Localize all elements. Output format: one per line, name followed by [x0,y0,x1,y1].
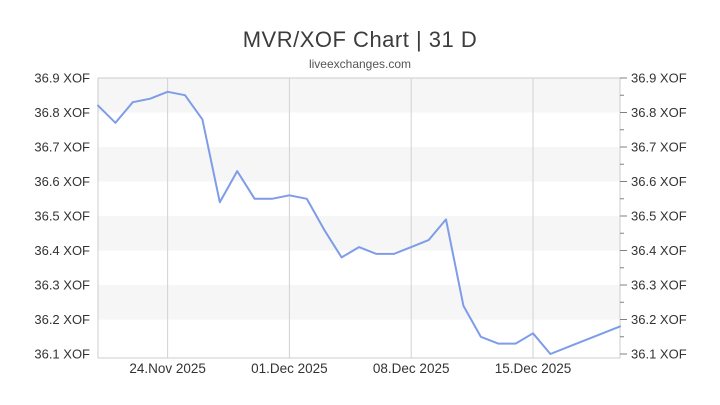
y-axis-label-left: 36.2 XOF [34,312,90,327]
y-axis-label-right: 36.8 XOF [631,105,687,120]
y-axis-label-left: 36.4 XOF [34,243,90,258]
plot-band [98,78,620,113]
y-axis-label-right: 36.2 XOF [631,312,687,327]
plot-band [98,319,620,354]
y-axis-label-left: 36.1 XOF [34,347,90,362]
plot-band [98,250,620,285]
y-axis-label-right: 36.3 XOF [631,278,687,293]
plot-band [98,285,620,320]
plot-band [98,181,620,216]
chart-title: MVR/XOF Chart | 31 D [242,27,478,52]
y-axis-label-left: 36.8 XOF [34,105,90,120]
y-axis-label-right: 36.1 XOF [631,347,687,362]
y-axis-label-right: 36.9 XOF [631,71,687,86]
plot-band [98,147,620,182]
y-axis-label-left: 36.5 XOF [34,209,90,224]
y-axis-label-left: 36.7 XOF [34,140,90,155]
x-axis-label: 08.Dec 2025 [373,361,450,376]
price-line [97,90,621,355]
plot-border [97,77,621,359]
plot-band [98,216,620,251]
y-axis-label-right: 36.5 XOF [631,209,687,224]
y-axis-label-left: 36.6 XOF [34,174,90,189]
y-axis-label-left: 36.9 XOF [34,71,90,86]
chart-subtitle: liveexchanges.com [308,57,412,71]
y-axis-label-left: 36.3 XOF [34,278,90,293]
y-axis-label-right: 36.4 XOF [631,243,687,258]
plot-band [98,112,620,147]
x-axis-label: 24.Nov 2025 [129,361,206,376]
x-axis-label: 15.Dec 2025 [495,361,572,376]
y-axis-label-right: 36.6 XOF [631,174,687,189]
x-axis-label: 01.Dec 2025 [251,361,328,376]
y-axis-label-right: 36.7 XOF [631,140,687,155]
